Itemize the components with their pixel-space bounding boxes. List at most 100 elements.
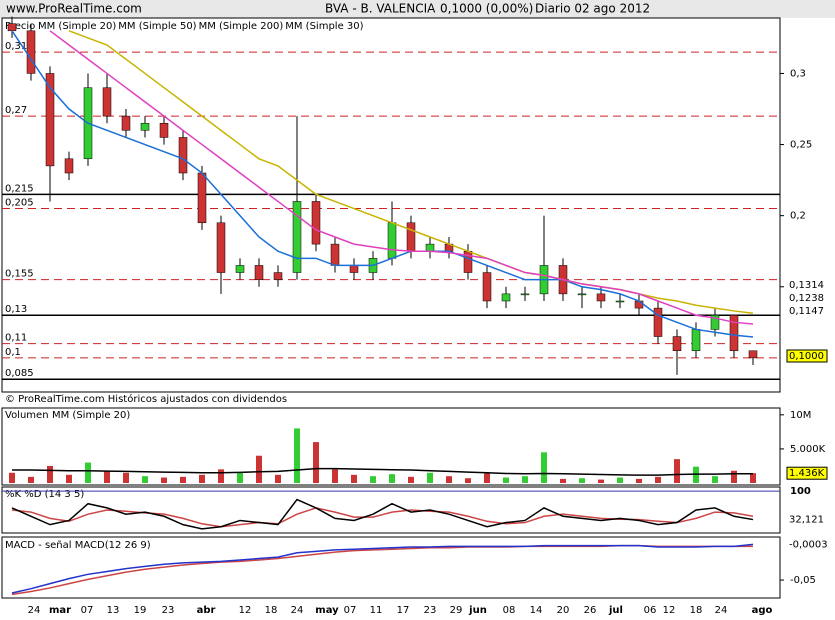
candle-body xyxy=(349,265,359,273)
candle-body xyxy=(64,158,74,174)
candle-body xyxy=(748,350,758,359)
level-label: 0,27 xyxy=(5,105,27,116)
price-tag: 0,1147 xyxy=(789,306,824,317)
x-tick-label: abr xyxy=(197,605,216,616)
x-tick-label: 11 xyxy=(370,605,383,616)
volume-bar xyxy=(199,474,205,483)
volume-bar xyxy=(465,478,471,483)
symbol: BVA - B. VALENCIA xyxy=(325,2,436,16)
volume-bar xyxy=(389,474,395,483)
volume-bar xyxy=(408,476,414,483)
x-tick-label: 18 xyxy=(690,605,703,616)
volume-bar xyxy=(66,474,72,483)
candle-body xyxy=(653,307,663,337)
price-tag-box xyxy=(787,292,827,304)
x-tick-label: 14 xyxy=(530,605,543,616)
candle-body xyxy=(691,329,701,352)
level-label: 0,315 xyxy=(5,41,34,52)
level-label: 0,155 xyxy=(5,269,34,280)
footnote: © ProRealTime.com Históricos ajustados c… xyxy=(5,393,287,405)
candle-body xyxy=(406,222,416,252)
x-tick-label: 07 xyxy=(81,605,94,616)
level-label: 0,1 xyxy=(5,347,21,358)
x-tick-label: 08 xyxy=(503,605,516,616)
volume-tag-box xyxy=(786,466,828,480)
volume-bar xyxy=(617,477,623,483)
ma-line xyxy=(11,30,754,338)
x-tick-label: 23 xyxy=(162,605,175,616)
x-tick-label: 24 xyxy=(28,605,41,616)
candle-body xyxy=(292,201,302,273)
volume-bar xyxy=(237,472,243,483)
volume-bar xyxy=(674,459,680,483)
volume-bar xyxy=(313,442,319,483)
candle-body xyxy=(672,336,682,352)
price-tag: 0,1000 xyxy=(789,351,824,362)
x-tick-label: 13 xyxy=(107,605,120,616)
volume-bar xyxy=(560,478,566,483)
volume-bar xyxy=(256,455,262,483)
header-bar xyxy=(0,0,835,18)
y-tick-label: -0,05 xyxy=(790,575,816,586)
candle-body xyxy=(501,293,511,302)
volume-bar xyxy=(370,476,376,483)
x-tick-label: 26 xyxy=(584,605,597,616)
candle-body xyxy=(615,300,625,303)
candle-body xyxy=(577,293,587,296)
candle-body xyxy=(634,300,644,309)
macd-title: MACD - señal MACD(12 26 9) xyxy=(5,540,151,551)
candle-body xyxy=(254,265,264,280)
x-tick-label: jun xyxy=(468,605,487,616)
x-tick-label: jul xyxy=(608,605,623,616)
volume-tag: 1.436K xyxy=(789,468,825,479)
candle-body xyxy=(596,293,606,302)
candle-body xyxy=(45,73,55,167)
level-label: 0,215 xyxy=(5,183,34,194)
candle-body xyxy=(235,265,245,273)
candle-body xyxy=(102,87,112,117)
candle-body xyxy=(121,115,131,131)
candle-body xyxy=(26,30,36,74)
level-label: 0,13 xyxy=(5,304,27,315)
stoch-tag: 32,121 xyxy=(789,515,824,526)
volume-bar xyxy=(28,476,34,483)
x-tick-label: may xyxy=(315,605,339,616)
candle-body xyxy=(159,122,169,138)
macd-tag: -0,0003 xyxy=(789,539,828,550)
candle-body xyxy=(216,222,226,273)
x-tick-label: mar xyxy=(49,605,71,616)
volume-ma-name: MM (Simple 20) xyxy=(52,410,130,421)
candle-body xyxy=(7,23,17,32)
volume-bar xyxy=(598,479,604,483)
candle-body xyxy=(520,293,530,296)
volume-bar xyxy=(275,474,281,483)
volume-bar xyxy=(161,477,167,483)
candle-body xyxy=(140,122,150,131)
legend-entry: MM (Simple 30) xyxy=(285,21,363,32)
ma-line xyxy=(49,30,754,325)
volume-frame xyxy=(1,407,781,486)
x-tick-label: 20 xyxy=(557,605,570,616)
volume-bar xyxy=(142,476,148,483)
price-tag-box xyxy=(787,279,827,291)
y-tick-label: 0,25 xyxy=(790,140,812,151)
volume-bar xyxy=(446,476,452,483)
x-tick-label: 12 xyxy=(239,605,252,616)
legend-entry: MM (Simple 200) xyxy=(199,21,284,32)
x-tick-label: 12 xyxy=(663,605,676,616)
volume-bar xyxy=(636,478,642,483)
x-tick-label: 17 xyxy=(397,605,410,616)
candle-body xyxy=(330,243,340,266)
volume-bar xyxy=(484,473,490,483)
y-tick-label: 100 xyxy=(790,486,811,497)
volume-bar xyxy=(522,476,528,483)
price-tag: 0,1314 xyxy=(789,280,824,291)
x-tick-label: 23 xyxy=(424,605,437,616)
legend-entry: MM (Simple 20) xyxy=(38,21,116,32)
price-tag-box xyxy=(786,349,828,363)
candle-body xyxy=(197,172,207,224)
legend-prefix: Precio xyxy=(5,21,35,32)
candle-body xyxy=(729,314,739,352)
